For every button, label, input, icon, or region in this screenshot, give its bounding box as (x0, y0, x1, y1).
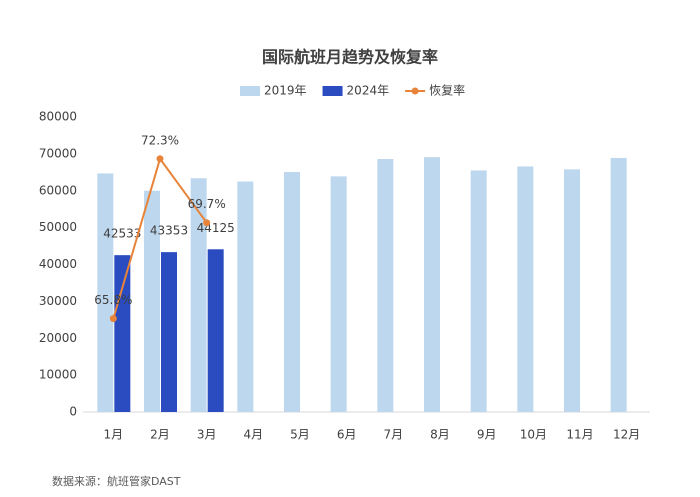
line-point (156, 155, 164, 163)
bar (237, 181, 254, 412)
bar (377, 159, 394, 412)
x-tick-label: 11月 (566, 428, 593, 442)
x-tick-label: 8月 (430, 428, 450, 442)
data-label: 69.7% (188, 197, 226, 211)
bar (190, 178, 207, 412)
source-note: 数据来源：航班管家DAST (52, 474, 181, 488)
data-label: 65.8% (94, 293, 132, 307)
y-tick-label: 80000 (39, 110, 77, 124)
data-label: 43353 (150, 224, 188, 238)
x-tick-label: 6月 (337, 428, 357, 442)
bar (610, 157, 627, 412)
legend-swatch (322, 86, 343, 96)
line-point (203, 219, 211, 227)
legend-label: 恢复率 (429, 83, 465, 98)
bar (161, 252, 177, 412)
bar (330, 176, 347, 412)
bar (470, 170, 487, 412)
x-tick-label: 9月 (477, 428, 497, 442)
x-tick-label: 5月 (290, 428, 310, 442)
x-tick-label: 12月 (613, 428, 640, 442)
bar (564, 169, 580, 412)
y-tick-label: 10000 (39, 368, 77, 382)
x-tick-label: 4月 (244, 428, 264, 442)
chart-title: 国际航班月趋势及恢复率 (262, 48, 438, 67)
legend-swatch (240, 86, 260, 96)
y-tick-label: 30000 (39, 294, 77, 308)
bar (207, 249, 224, 412)
bar (97, 173, 114, 412)
x-tick-label: 3月 (197, 428, 217, 442)
y-tick-label: 40000 (39, 257, 77, 271)
y-tick-label: 60000 (39, 183, 77, 197)
bar (517, 166, 534, 412)
data-label: 72.3% (141, 133, 179, 147)
line-point (109, 315, 117, 323)
bar (284, 171, 300, 412)
legend-label: 2019年 (264, 84, 307, 98)
x-tick-label: 1月 (104, 428, 124, 442)
y-tick-label: 50000 (39, 220, 77, 234)
y-tick-label: 0 (69, 405, 77, 419)
x-tick-label: 10月 (520, 428, 547, 442)
y-tick-label: 20000 (39, 331, 77, 345)
bar (144, 190, 160, 412)
bar (424, 157, 440, 412)
y-tick-label: 70000 (39, 146, 77, 160)
bar (114, 255, 131, 412)
x-tick-label: 2月 (150, 428, 170, 442)
x-tick-label: 7月 (384, 428, 404, 442)
data-label: 44125 (197, 221, 235, 235)
data-label: 42533 (103, 227, 141, 241)
legend-swatch (411, 87, 419, 95)
legend-label: 2024年 (347, 84, 390, 98)
